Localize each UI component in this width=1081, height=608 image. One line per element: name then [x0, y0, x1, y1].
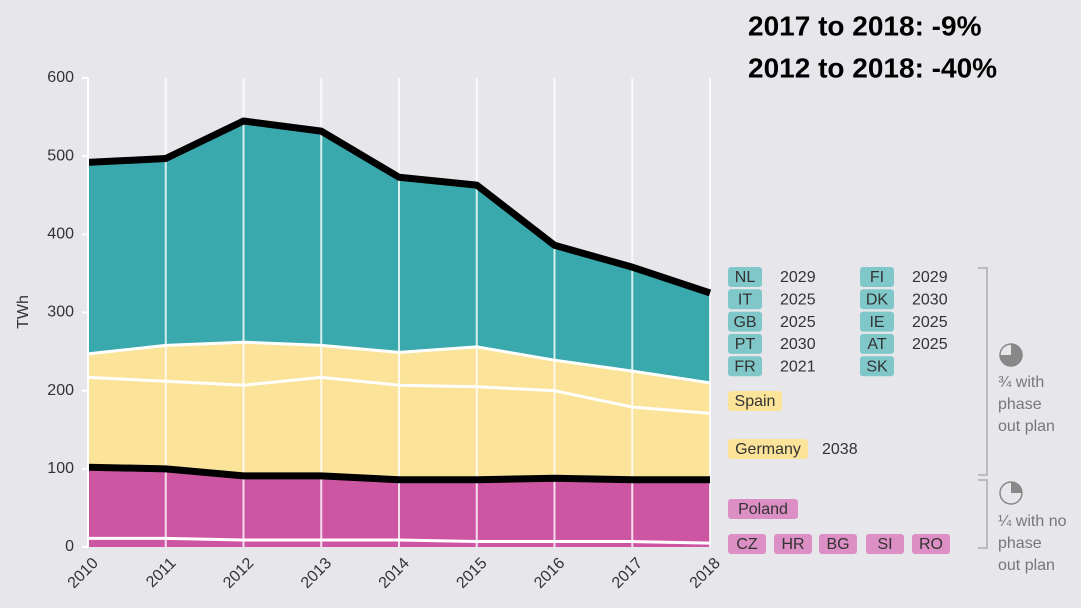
y-tick-label: 0 [65, 538, 74, 555]
legend-label: RO [919, 536, 943, 553]
legend-label: AT [867, 336, 886, 353]
legend-label: FI [870, 269, 884, 286]
legend-year: 2025 [780, 314, 816, 331]
y-tick-label: 400 [47, 226, 74, 243]
y-tick-label: 200 [47, 382, 74, 399]
pie-icon [1011, 482, 1022, 493]
legend-badge [728, 391, 782, 411]
legend-year: 2030 [912, 292, 948, 309]
x-tick-label: 2014 [376, 555, 413, 592]
legend-badge [728, 356, 762, 377]
bracket-note: ¾ with [998, 374, 1044, 391]
legend-badge [866, 534, 904, 554]
y-axis-label: TWh [15, 295, 32, 329]
bracket-note: out plan [998, 418, 1055, 435]
legend-badge [860, 333, 894, 354]
legend-label: SK [866, 358, 888, 375]
legend-label: NL [735, 269, 756, 286]
series-outline [88, 536, 711, 545]
bracket-note: ¼ with no [998, 513, 1067, 530]
x-tick-label: 2012 [220, 555, 257, 592]
legend-badge [728, 311, 762, 332]
legend-badge [860, 289, 894, 310]
legend-badge [860, 311, 894, 332]
legend-label: IT [738, 292, 752, 309]
x-tick-label: 2018 [687, 555, 724, 592]
legend-year: 2025 [912, 336, 948, 353]
bracket-note: phase [998, 396, 1042, 413]
legend-label: PT [735, 336, 756, 353]
legend-label: HR [781, 536, 804, 553]
x-tick-label: 2010 [65, 555, 102, 592]
legend-label: DK [866, 292, 889, 309]
legend-badge [819, 534, 857, 554]
series-outline [87, 375, 711, 415]
legend-label: IE [869, 314, 884, 331]
series-outline [87, 340, 711, 385]
legend-label: GB [733, 314, 756, 331]
legend-label: Poland [738, 501, 788, 518]
series-outline [87, 117, 712, 297]
annotation: 2012 to 2018: -40% [748, 52, 997, 83]
legend-label: SI [877, 536, 892, 553]
legend-label: FR [734, 358, 755, 375]
legend-label: CZ [736, 536, 758, 553]
legend-year: 2030 [780, 336, 816, 353]
y-tick-label: 600 [47, 69, 74, 86]
bracket-note: out plan [998, 557, 1055, 574]
y-tick-label: 500 [47, 147, 74, 164]
legend-label: Germany [735, 441, 801, 458]
legend-label: BG [826, 536, 849, 553]
legend-badge [728, 499, 798, 519]
legend-year: 2029 [780, 269, 816, 286]
bracket-note: phase [998, 535, 1042, 552]
bracket [978, 479, 988, 549]
bracket [978, 267, 988, 476]
legend-badge [728, 534, 766, 554]
legend-year: 2029 [912, 269, 948, 286]
x-tick-label: 2016 [531, 555, 568, 592]
x-tick-label: 2015 [453, 555, 490, 592]
legend-badge [912, 534, 950, 554]
x-tick-label: 2011 [143, 555, 179, 591]
legend-badge [728, 267, 762, 287]
x-tick-label: 2013 [298, 555, 335, 592]
annotation: 2017 to 2018: -9% [748, 10, 982, 41]
legend-year: 2021 [780, 358, 816, 375]
legend-badge [728, 289, 762, 310]
pie-icon [1000, 344, 1022, 366]
y-tick-label: 300 [47, 304, 74, 321]
legend-badge [860, 267, 894, 287]
series-outline [87, 463, 710, 484]
y-tick-label: 100 [47, 460, 74, 477]
legend-label: Spain [735, 393, 776, 410]
legend-badge [728, 333, 762, 354]
legend-badge [860, 356, 894, 377]
legend-year: 2025 [912, 314, 948, 331]
legend-badge [728, 439, 808, 459]
plot [87, 78, 712, 547]
x-tick-label: 2017 [609, 555, 646, 592]
brackets [978, 267, 1023, 549]
legend-year: 2038 [822, 441, 858, 458]
legend-year: 2025 [780, 292, 816, 309]
legend-badge [774, 534, 812, 554]
